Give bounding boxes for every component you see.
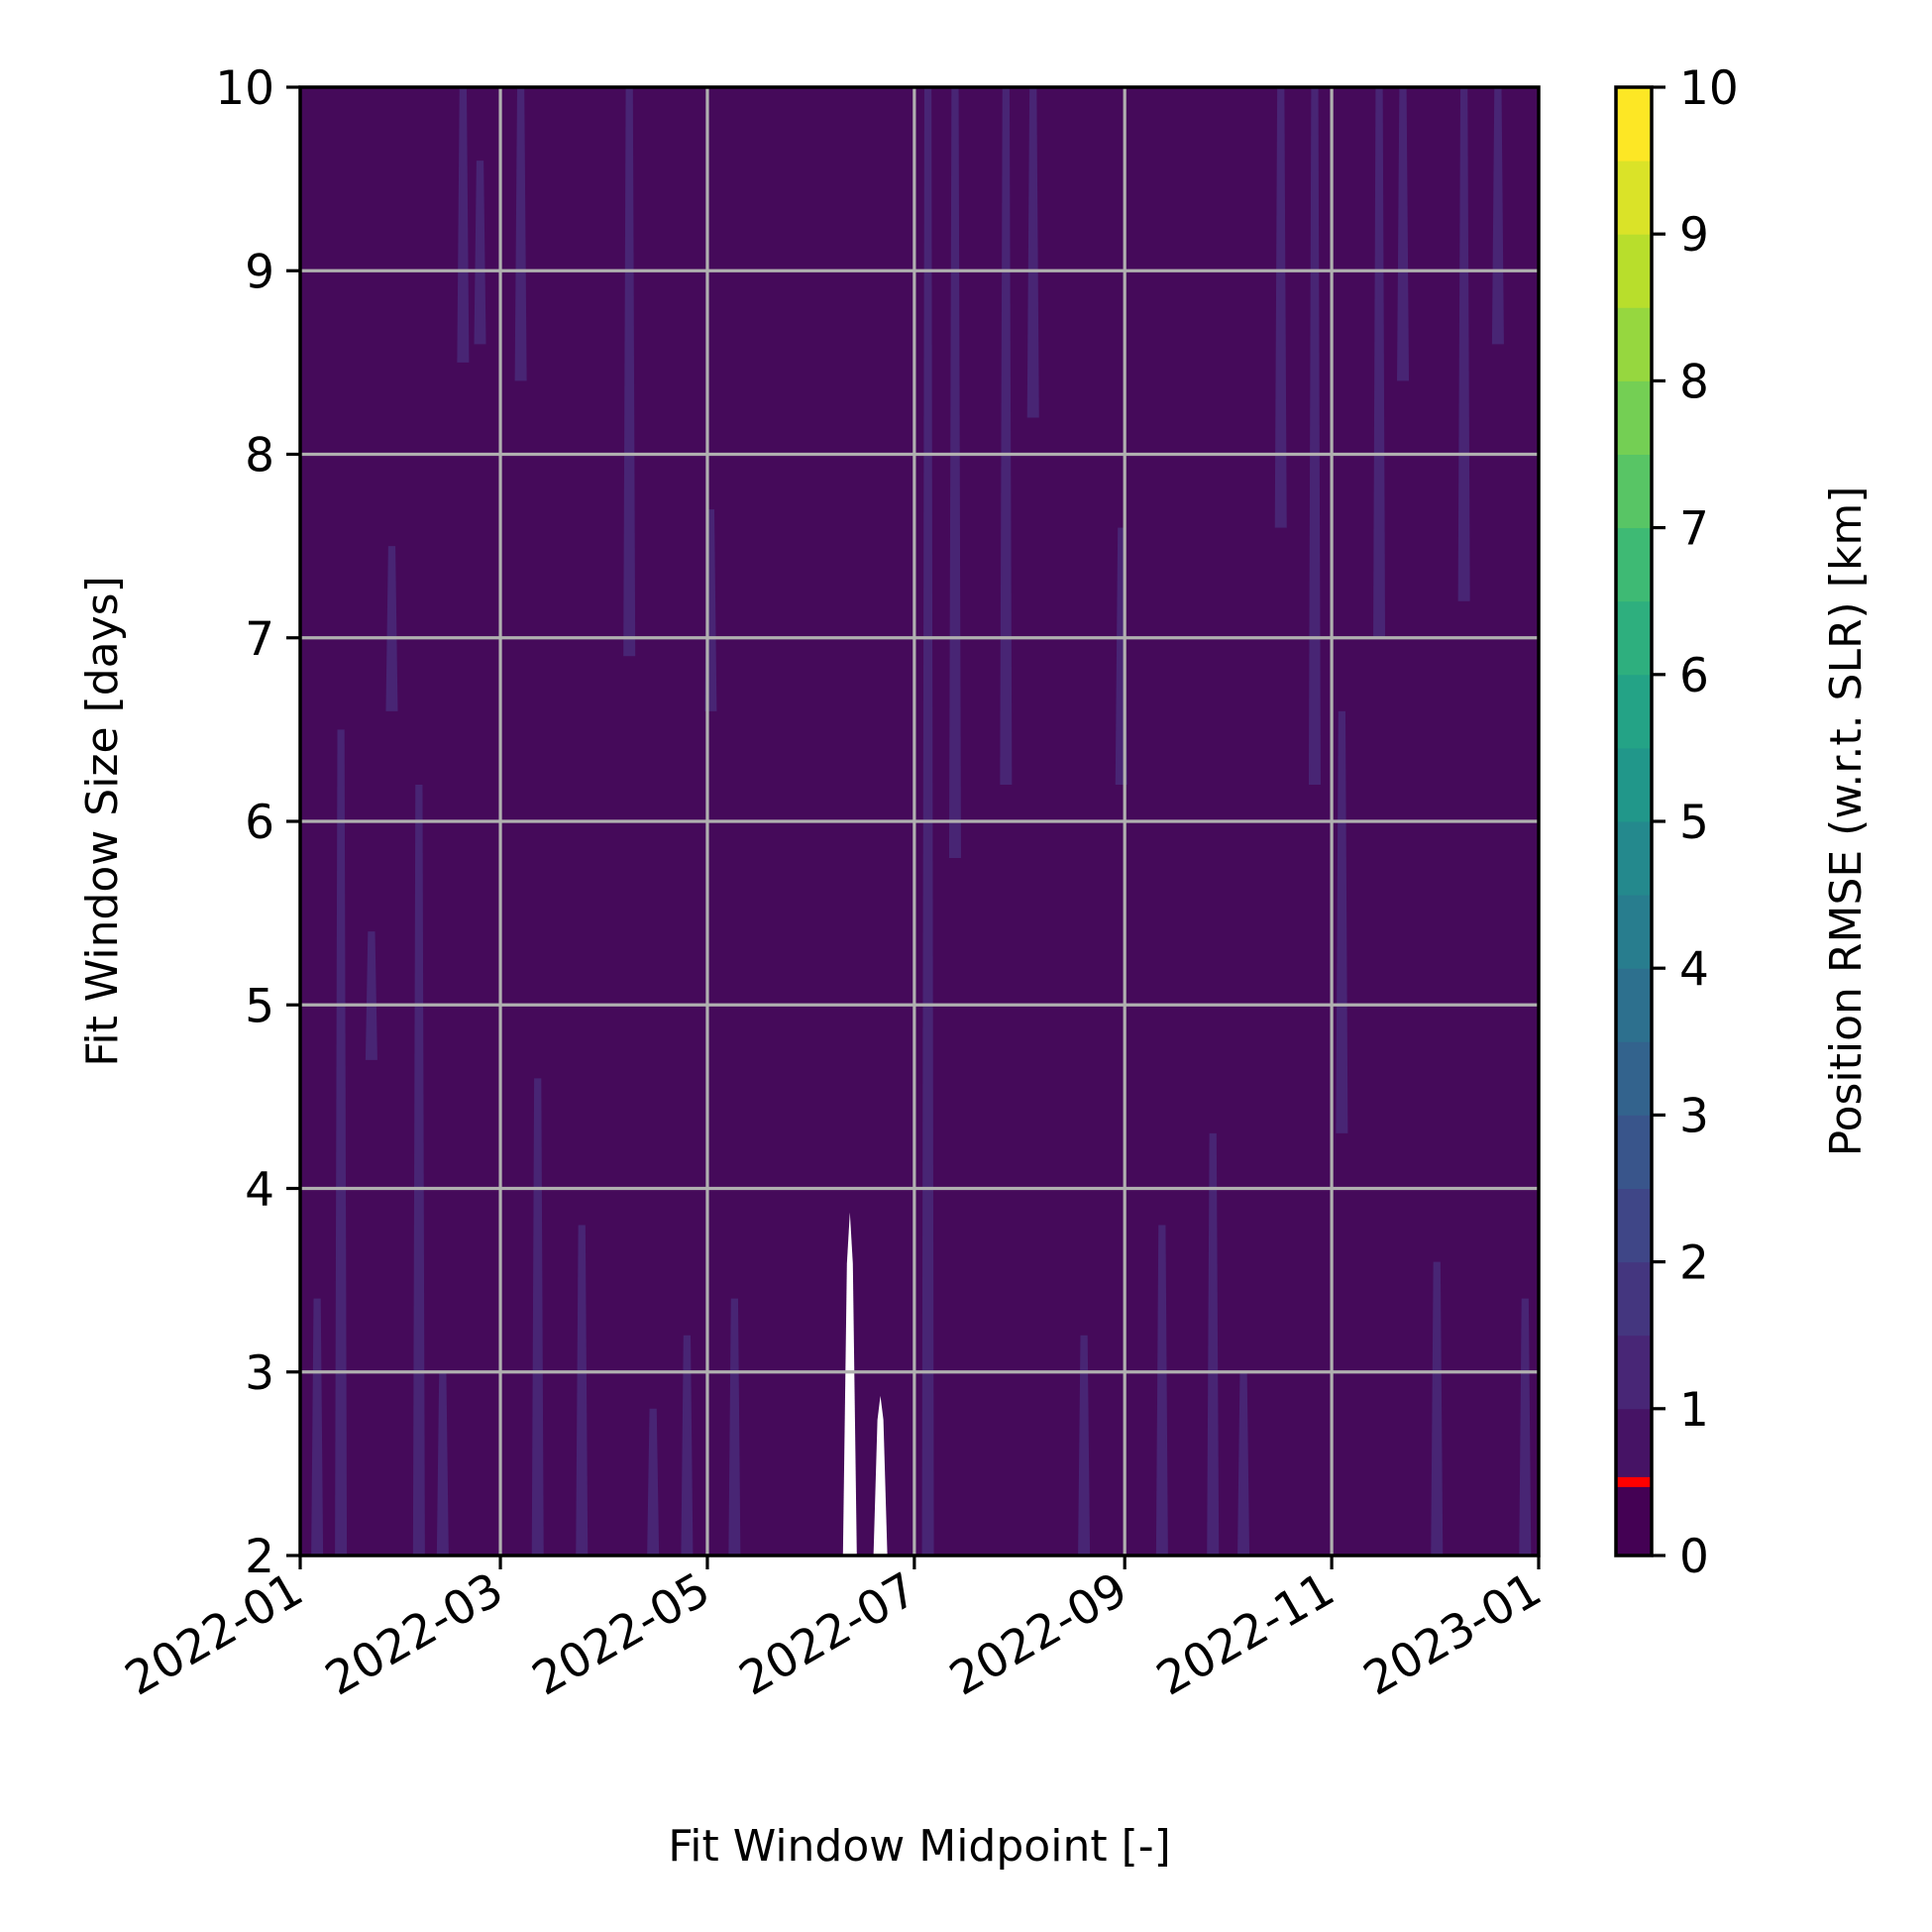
rmse-streak <box>576 1225 589 1556</box>
colorbar-band <box>1616 674 1652 749</box>
rmse-streak <box>1207 1132 1220 1556</box>
colorbar-band <box>1616 1408 1652 1483</box>
x-tick-label: 2022-11 <box>1148 1562 1344 1707</box>
colorbar-band <box>1616 1115 1652 1189</box>
y-tick-label: 10 <box>215 61 274 116</box>
rmse-streak <box>412 784 425 1556</box>
colorbar-band <box>1616 1188 1652 1263</box>
colorbar-band <box>1616 895 1652 969</box>
colorbar-band <box>1616 161 1652 235</box>
colorbar-tick-label: 6 <box>1679 649 1709 703</box>
colorbar-tick-label: 3 <box>1679 1089 1709 1143</box>
rmse-streak <box>1026 87 1039 418</box>
rmse-streak <box>1000 87 1013 785</box>
y-tick-label: 7 <box>245 612 274 667</box>
y-tick-label: 4 <box>245 1163 274 1218</box>
rmse-streak <box>647 1408 660 1556</box>
colorbar-band <box>1616 87 1652 161</box>
grid-lines <box>300 87 1539 1556</box>
rmse-streak <box>1491 87 1504 345</box>
rmse-streak <box>474 161 486 345</box>
colorbar-label: Position RMSE (w.r.t. SLR) [km] <box>1821 486 1872 1157</box>
rmse-streak <box>1457 87 1470 601</box>
rmse-streak <box>436 1371 449 1556</box>
rmse-streak <box>385 546 398 711</box>
rmse-streak <box>457 87 470 363</box>
missing-data-gaps <box>842 1212 888 1556</box>
colorbar-band <box>1616 968 1652 1042</box>
x-axis: 2022-01 2022-03 2022-05 2022-07 2022-09 2022-… <box>116 1556 1551 1707</box>
rmse-streak <box>1431 1261 1444 1556</box>
colorbar-band <box>1616 1041 1652 1116</box>
colorbar-band <box>1616 527 1652 602</box>
y-tick-label: 5 <box>245 979 274 1033</box>
x-tick-label: 2022-09 <box>941 1562 1137 1707</box>
x-tick-label: 2022-01 <box>116 1562 312 1707</box>
colorbar-tick-label: 10 <box>1679 61 1739 116</box>
colorbar-ticks: 0 1 2 3 4 5 6 7 8 9 10 <box>1652 61 1739 1584</box>
rmse-streak <box>623 87 636 657</box>
rmse-streak <box>1078 1335 1091 1556</box>
missing-data-gap <box>873 1395 888 1556</box>
rmse-streak <box>1397 87 1410 381</box>
colorbar-tick-label: 1 <box>1679 1383 1709 1438</box>
y-tick-label: 3 <box>245 1346 274 1401</box>
rmse-streak <box>1237 1371 1250 1556</box>
colorbar-band <box>1616 1335 1652 1410</box>
colorbar-band <box>1616 380 1652 455</box>
y-axis-title: Fit Window Size [days] <box>77 576 128 1067</box>
rmse-streak <box>365 931 377 1060</box>
colorbar-tick-label: 0 <box>1679 1530 1709 1584</box>
colorbar-tick-label: 4 <box>1679 942 1709 997</box>
y-axis: 2 3 4 5 6 7 8 9 10 <box>215 61 300 1584</box>
colorbar-marker <box>1616 1476 1652 1487</box>
rmse-streak <box>1336 710 1348 1133</box>
x-tick-label: 2022-07 <box>730 1562 926 1707</box>
rmse-streak <box>1308 87 1321 785</box>
colorbar-tick-label: 7 <box>1679 502 1709 557</box>
rmse-streak <box>1155 1225 1168 1556</box>
heatmap-plot-area <box>298 85 1541 1557</box>
colorbar-tick-label: 9 <box>1679 208 1709 263</box>
colorbar-band <box>1616 600 1652 676</box>
colorbar-bands <box>1616 87 1652 1556</box>
rmse-streak <box>1274 87 1287 528</box>
missing-data-gap <box>842 1212 857 1556</box>
x-tick-label: 2022-05 <box>523 1562 719 1707</box>
rmse-streak <box>531 1078 544 1556</box>
y-tick-label: 8 <box>245 429 274 483</box>
x-axis-title: Fit Window Midpoint [-] <box>668 1821 1171 1872</box>
colorbar-tick-label: 5 <box>1679 796 1709 850</box>
colorbar: 0 1 2 3 4 5 6 7 8 9 10 Position RMSE (w.r.t. SLR) … <box>1614 61 1872 1584</box>
rmse-streak <box>681 1335 694 1556</box>
colorbar-band <box>1616 454 1652 529</box>
colorbar-band <box>1616 747 1652 822</box>
rmse-streak <box>514 87 527 381</box>
rmse-streak <box>311 1298 324 1556</box>
colorbar-band <box>1616 307 1652 381</box>
rmse-streak <box>335 729 348 1556</box>
colorbar-band <box>1616 821 1652 896</box>
rmse-streak <box>948 87 961 859</box>
rmse-streak <box>728 1298 741 1556</box>
y-tick-label: 9 <box>245 245 274 299</box>
rmse-streak <box>1373 87 1386 638</box>
colorbar-band <box>1616 1481 1652 1556</box>
colorbar-tick-label: 2 <box>1679 1236 1709 1291</box>
colorbar-band <box>1616 234 1652 308</box>
y-tick-label: 2 <box>245 1530 274 1584</box>
x-tick-label: 2023-01 <box>1354 1562 1551 1707</box>
colorbar-tick-label: 8 <box>1679 355 1709 409</box>
x-tick-label: 2022-03 <box>316 1562 512 1707</box>
y-tick-label: 6 <box>245 796 274 850</box>
colorbar-band <box>1616 1261 1652 1337</box>
rmse-streak <box>1519 1298 1532 1556</box>
